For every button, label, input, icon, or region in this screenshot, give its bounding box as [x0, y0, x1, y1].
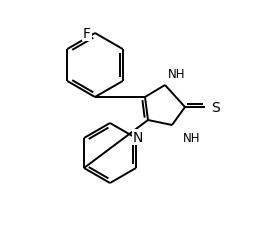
Text: S: S	[211, 101, 219, 115]
Text: NH: NH	[168, 67, 186, 80]
Text: NH: NH	[183, 131, 200, 144]
Text: N: N	[133, 130, 143, 144]
Text: F: F	[83, 27, 91, 41]
